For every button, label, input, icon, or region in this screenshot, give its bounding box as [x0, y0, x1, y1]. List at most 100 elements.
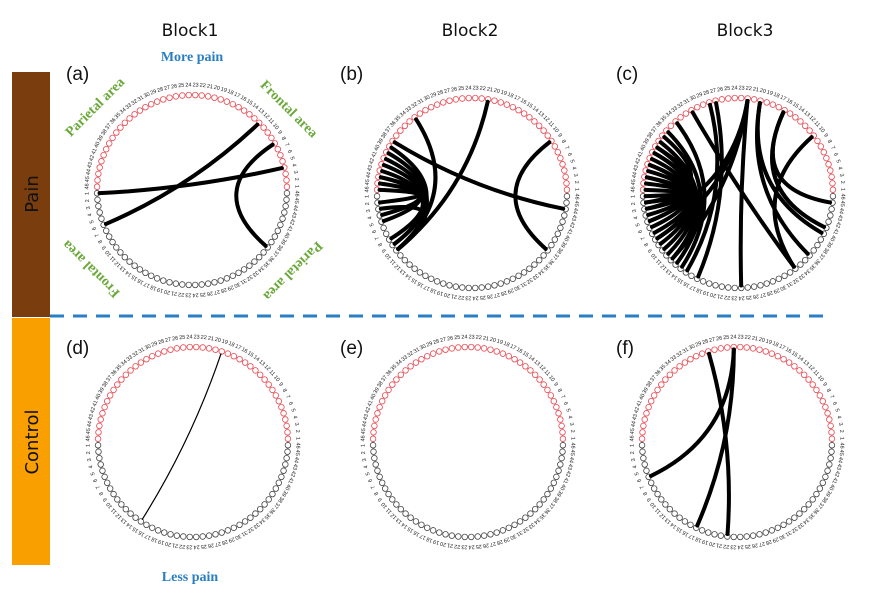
node-lower — [131, 262, 138, 269]
node-label: 31 — [683, 98, 691, 106]
node-label: 12 — [538, 364, 547, 373]
node-upper — [801, 122, 809, 130]
node-label: 32 — [131, 350, 139, 358]
node-label: 6 — [831, 401, 838, 406]
node-label: 5 — [833, 408, 840, 413]
node-upper — [497, 99, 504, 106]
node-label: 38 — [376, 380, 384, 388]
node-upper — [526, 114, 533, 121]
node-label: 28 — [702, 339, 710, 347]
node-lower — [743, 533, 750, 540]
node-label: 13 — [532, 359, 541, 368]
node-upper — [407, 363, 414, 370]
node-upper — [274, 145, 281, 153]
node-upper — [143, 355, 150, 363]
node-label: 43 — [633, 165, 640, 172]
node-upper — [749, 345, 757, 352]
node-label: 11 — [385, 507, 393, 515]
node-label: 46 — [629, 435, 635, 441]
node-lower — [411, 265, 418, 272]
node-label: 34 — [120, 359, 129, 368]
node-upper — [229, 101, 236, 108]
node-upper — [126, 115, 133, 122]
node-label: 43 — [566, 463, 573, 470]
node-upper — [132, 363, 139, 370]
connection — [755, 101, 824, 235]
node-label: 4 — [570, 166, 577, 170]
node-upper — [814, 137, 821, 145]
node-label: 27 — [444, 88, 451, 95]
node-upper — [93, 183, 101, 190]
node-label: 31 — [413, 347, 421, 355]
node-lower — [712, 282, 719, 289]
node-label: 7 — [284, 394, 291, 399]
node-lower — [731, 284, 738, 292]
node-label: 21 — [716, 542, 723, 549]
node-label: 28 — [703, 90, 711, 98]
node-upper — [743, 344, 750, 351]
node-label: 24 — [461, 334, 467, 340]
node-label: 23 — [730, 543, 736, 549]
node-upper — [240, 107, 248, 114]
node-label: 44 — [365, 172, 372, 179]
node-label: 35 — [390, 364, 399, 373]
node-label: 36 — [654, 369, 663, 378]
node-label: 41 — [830, 476, 838, 484]
node-lower — [397, 505, 405, 513]
node-label: 35 — [660, 115, 669, 124]
node-upper — [559, 435, 567, 442]
node-lower — [103, 227, 110, 234]
node-label: 39 — [280, 489, 288, 497]
node-upper — [284, 435, 292, 442]
node-lower — [491, 282, 498, 289]
node-label: 5 — [634, 471, 641, 476]
node-label: 34 — [119, 107, 128, 116]
node-label: 2 — [573, 180, 579, 184]
node-label: 34 — [395, 359, 404, 368]
node-upper — [393, 376, 400, 383]
node-label: 19 — [766, 90, 774, 98]
node-label: 14 — [796, 354, 805, 362]
node-label: 4 — [367, 216, 374, 220]
panel-label-d: (d) — [66, 338, 89, 359]
node-upper — [474, 344, 481, 351]
node-label: 46 — [360, 435, 366, 441]
node-label: 13 — [256, 107, 265, 116]
node-label: 33 — [126, 354, 135, 362]
node-upper — [122, 371, 130, 379]
node-label: 25 — [200, 543, 207, 550]
node-label: 12 — [263, 364, 272, 373]
node-label: 41 — [285, 224, 293, 232]
node-label: 29 — [772, 286, 780, 294]
node-label: 42 — [833, 470, 841, 478]
node-label: 46 — [364, 186, 370, 192]
node-label: 33 — [125, 102, 134, 110]
node-upper — [218, 348, 225, 355]
node-upper — [480, 345, 488, 352]
node-label: 11 — [543, 369, 551, 377]
node-upper — [775, 104, 782, 111]
node-label: 28 — [766, 289, 774, 297]
node-lower — [547, 485, 555, 492]
node-upper — [561, 167, 568, 174]
node-lower — [402, 510, 409, 517]
node-upper — [829, 186, 837, 193]
node-lower — [762, 529, 769, 536]
node-label: 16 — [417, 280, 425, 288]
connection — [690, 110, 796, 269]
node-label: 33 — [531, 272, 540, 280]
node-upper — [446, 97, 453, 104]
node-lower — [536, 501, 543, 508]
node-lower — [251, 258, 258, 265]
node-label: 29 — [151, 341, 159, 349]
node-label: 11 — [547, 120, 555, 128]
node-label: 27 — [164, 85, 171, 92]
node-label: 4 — [291, 415, 298, 419]
node-upper — [531, 371, 539, 379]
node-label: 19 — [703, 289, 711, 297]
node-upper — [461, 343, 468, 351]
node-label: 20 — [759, 88, 766, 95]
node-label: 38 — [820, 495, 828, 503]
node-label: 7 — [94, 232, 101, 237]
node-lower — [416, 269, 424, 276]
